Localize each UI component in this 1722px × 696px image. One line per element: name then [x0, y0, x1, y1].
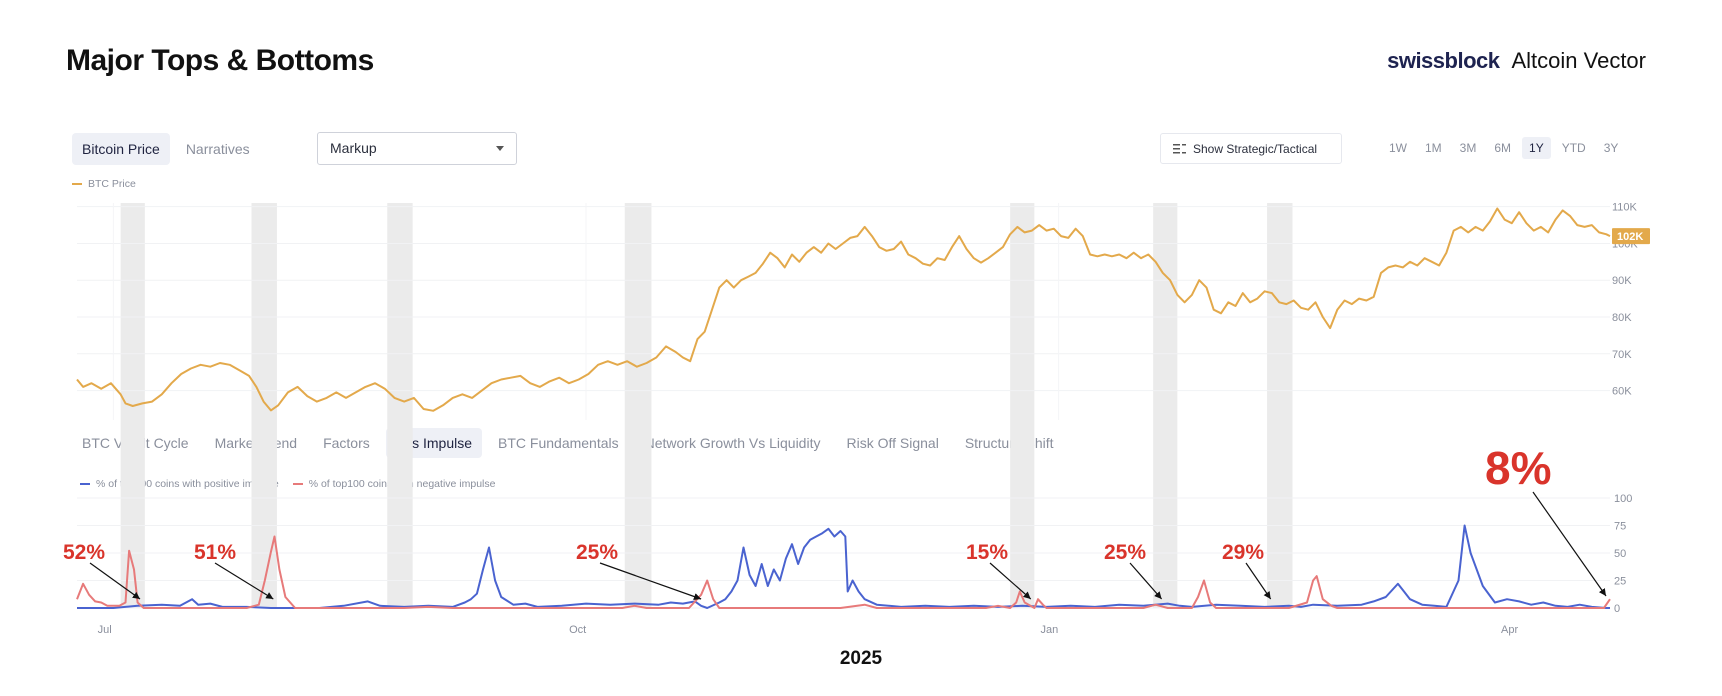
shaded-period [251, 203, 277, 608]
shaded-period [1267, 203, 1293, 608]
annotation-label: 25% [1104, 541, 1146, 564]
shaded-period [387, 203, 413, 608]
impulse-tick-label: 100 [1614, 493, 1632, 505]
annotation-label: 51% [194, 541, 236, 564]
positive-impulse-line [77, 524, 1610, 609]
annotation-label: 52% [63, 541, 105, 564]
price-tick-label: 60K [1612, 386, 1632, 398]
annotation-arrow [599, 562, 702, 600]
price-tick-label: 80K [1612, 312, 1632, 324]
caret-down-icon [496, 146, 504, 151]
top-tabs: Bitcoin Price Narratives [72, 133, 260, 165]
current-price-label: 102K [1617, 231, 1643, 243]
product-name: Altcoin Vector [1511, 48, 1646, 73]
annotation-label: 25% [576, 541, 618, 564]
annotation-arrow [1532, 491, 1607, 597]
x-tick-label: Jul [98, 624, 112, 636]
page-title: Major Tops & Bottoms [66, 44, 374, 77]
range-3y[interactable]: 3Y [1603, 141, 1619, 155]
price-legend: BTC Price [72, 178, 136, 190]
shaded-period [624, 203, 652, 608]
range-selector: 1W 1M 3M 6M 1Y YTD 3Y [1382, 137, 1625, 159]
range-ytd[interactable]: YTD [1561, 141, 1586, 155]
year-label: 2025 [839, 648, 883, 669]
tab-bitcoin-price[interactable]: Bitcoin Price [72, 133, 170, 165]
range-1w[interactable]: 1W [1389, 141, 1407, 155]
annotation-arrow [989, 562, 1032, 600]
impulse-tick-label: 50 [1614, 548, 1626, 560]
negative-impulse-line [76, 535, 1611, 609]
range-1y[interactable]: 1Y [1522, 137, 1551, 159]
brand-logo: swissblock [1387, 48, 1500, 73]
annotation-label: 29% [1222, 541, 1264, 564]
price-tick-label: 110K [1612, 202, 1638, 214]
range-6m[interactable]: 6M [1494, 141, 1512, 155]
annotation-label: 15% [966, 541, 1008, 564]
x-tick-label: Jan [1040, 624, 1058, 636]
annotation-arrow [214, 562, 274, 600]
impulse-tick-label: 75 [1614, 521, 1626, 533]
price-tick-label: 70K [1612, 349, 1632, 361]
legend-swatch-positive [80, 483, 90, 485]
tab-network-growth-vs-liquidity[interactable]: Network Growth Vs Liquidity [644, 435, 821, 451]
select-value: Markup [330, 140, 377, 156]
annotation-arrow [1129, 562, 1163, 600]
show-strategic-button[interactable]: Show Strategic/Tactical [1160, 133, 1342, 164]
price-tick-label: 90K [1612, 275, 1632, 287]
legend-swatch-btc [72, 183, 82, 185]
impulse-tick-label: 25 [1614, 576, 1626, 588]
impulse-tick-label: 0 [1614, 603, 1620, 615]
shaded-period [1153, 203, 1178, 608]
annotation-label: 8% [1485, 442, 1551, 494]
annotation-arrow [89, 562, 141, 600]
range-1m[interactable]: 1M [1425, 141, 1442, 155]
brand: swissblock Altcoin Vector [1387, 48, 1646, 74]
tab-factors[interactable]: Factors [323, 435, 370, 451]
x-tick-label: Oct [569, 624, 586, 636]
tab-btc-fundamentals[interactable]: BTC Fundamentals [498, 435, 619, 451]
annotation-arrow [1245, 562, 1272, 600]
legend-swatch-negative [292, 483, 303, 485]
tab-risk-off-signal[interactable]: Risk Off Signal [846, 435, 939, 451]
tab-narratives[interactable]: Narratives [185, 141, 250, 157]
shaded-period [1010, 203, 1035, 608]
x-tick-label: Apr [1501, 624, 1518, 636]
strategy-icon [1173, 143, 1186, 153]
indicator-select[interactable]: Markup [317, 132, 517, 165]
legend-btc-label: BTC Price [88, 178, 136, 190]
btc-price-line [76, 207, 1611, 412]
strategic-label: Show Strategic/Tactical [1193, 141, 1318, 156]
current-price-badge [1612, 228, 1650, 245]
range-3m[interactable]: 3M [1459, 141, 1477, 155]
